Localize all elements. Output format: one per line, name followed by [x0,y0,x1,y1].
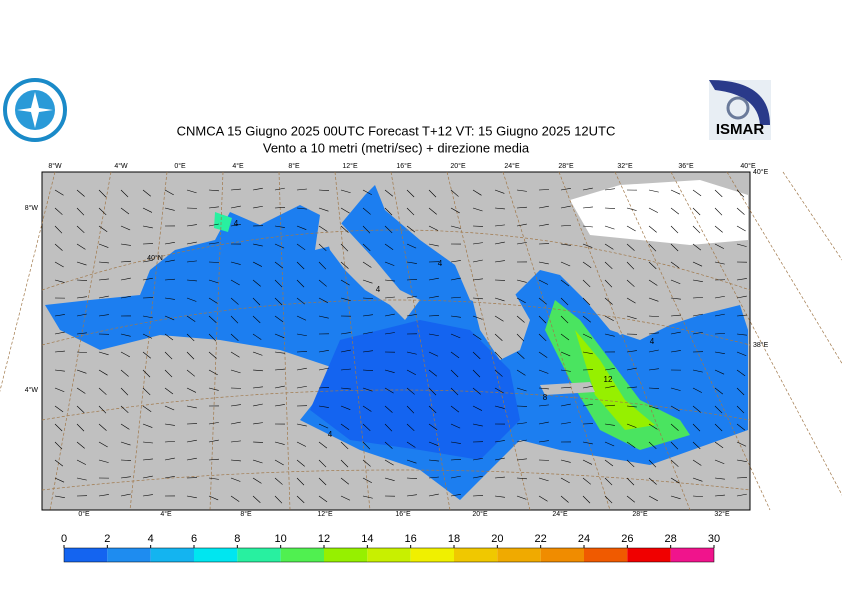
lon-label: 8°W [48,162,62,170]
lon-label: 28°E [558,162,574,170]
title: CNMCA 15 Giugno 2025 00UTC Forecast T+12… [177,123,616,138]
colorbar-bin [324,548,367,562]
lon-label: 20°E [450,162,466,170]
colorbar-bin [411,548,454,562]
lon-label: 8°E [288,162,300,170]
lon-label: 32°E [617,162,633,170]
contour-label: 4 [650,337,655,346]
lon-label: 4°E [160,510,172,518]
lon-label: 28°E [632,510,648,518]
colorbar-bin [151,548,194,562]
lon-label: 16°E [395,510,411,518]
lat-label: 8°W [25,204,39,212]
lon-label: 24°E [504,162,520,170]
contour-label: 12 [604,375,613,384]
colorbar-bin [281,548,324,562]
colorbar-tick-label: 28 [665,533,677,545]
colorbar-bin [367,548,410,562]
map [0,172,842,510]
colorbar-tick-label: 4 [148,533,154,545]
colorbar-tick-label: 0 [61,533,67,545]
contour-label: 4 [376,285,381,294]
lon-label: 20°E [472,510,488,518]
contour-label: 8 [543,393,548,402]
lon-label: 4°W [114,162,128,170]
colorbar-tick-label: 16 [405,533,417,545]
lon-label: 8°E [240,510,252,518]
colorbar-tick-label: 20 [491,533,503,545]
colorbar-bin [237,548,280,562]
colorbar-tick-label: 30 [708,533,720,545]
lat-label: 4°W [25,386,39,394]
lat-label: 40°E [753,168,769,176]
lon-label: 24°E [552,510,568,518]
colorbar-tick-label: 12 [318,533,330,545]
colorbar-bin [627,548,670,562]
lon-label: 36°E [678,162,694,170]
colorbar-tick-label: 18 [448,533,460,545]
colorbar-tick-label: 26 [621,533,633,545]
left-logo [5,80,65,140]
colorbar-bin [497,548,540,562]
lon-label: 0°E [78,510,90,518]
colorbar-tick-label: 22 [535,533,547,545]
subtitle: Vento a 10 metri (metri/sec) + direzione… [263,140,530,155]
colorbar-bin [454,548,497,562]
colorbar-tick-label: 8 [234,533,240,545]
lat-label: 40°N [147,254,163,262]
colorbar-bin [107,548,150,562]
meridian [783,172,842,510]
colorbar-bin [194,548,237,562]
colorbar-bin [541,548,584,562]
lon-label: 12°E [317,510,333,518]
lon-label: 12°E [342,162,358,170]
colorbar-tick-label: 14 [361,533,373,545]
lon-label: 32°E [714,510,730,518]
contour-label: 4 [438,259,443,268]
colorbar-tick-label: 10 [275,533,287,545]
lon-label: 4°E [232,162,244,170]
contour-label: 4 [328,430,333,439]
lon-label: 0°E [174,162,186,170]
lon-label: 16°E [396,162,412,170]
lat-label: 38°E [753,341,769,349]
colorbar-bin [64,548,107,562]
colorbar-bin [671,548,714,562]
colorbar-tick-label: 2 [104,533,110,545]
contour-label: 4 [234,219,239,228]
colorbar-tick-label: 24 [578,533,590,545]
logo-text: ISMAR [716,121,765,138]
colorbar-bin [584,548,627,562]
right-logo: ISMAR [709,80,771,140]
colorbar-tick-label: 6 [191,533,197,545]
